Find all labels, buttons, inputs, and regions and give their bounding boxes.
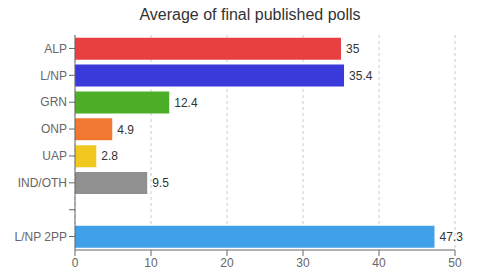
svg-text:12.4: 12.4 xyxy=(174,96,198,110)
svg-text:35.4: 35.4 xyxy=(349,69,373,83)
svg-text:L/NP: L/NP xyxy=(40,69,67,83)
svg-text:40: 40 xyxy=(372,256,386,270)
svg-text:47.3: 47.3 xyxy=(439,230,463,244)
svg-text:L/NP 2PP: L/NP 2PP xyxy=(15,230,67,244)
svg-text:4.9: 4.9 xyxy=(117,123,134,137)
svg-text:30: 30 xyxy=(296,256,310,270)
svg-text:GRN: GRN xyxy=(40,95,67,109)
svg-text:IND/OTH: IND/OTH xyxy=(18,176,67,190)
svg-text:9.5: 9.5 xyxy=(152,176,169,190)
svg-text:ALP: ALP xyxy=(44,42,67,56)
svg-text:50: 50 xyxy=(448,256,462,270)
html-text:Average of final published pol: Average of final published polls xyxy=(139,6,361,23)
svg-text:ONP: ONP xyxy=(41,122,67,136)
svg-text:2.8: 2.8 xyxy=(101,149,118,163)
svg-text:UAP: UAP xyxy=(42,149,67,163)
svg-text:10: 10 xyxy=(144,256,158,270)
svg-text:20: 20 xyxy=(220,256,234,270)
svg-text:0: 0 xyxy=(72,256,79,270)
svg-text:35: 35 xyxy=(346,42,360,56)
